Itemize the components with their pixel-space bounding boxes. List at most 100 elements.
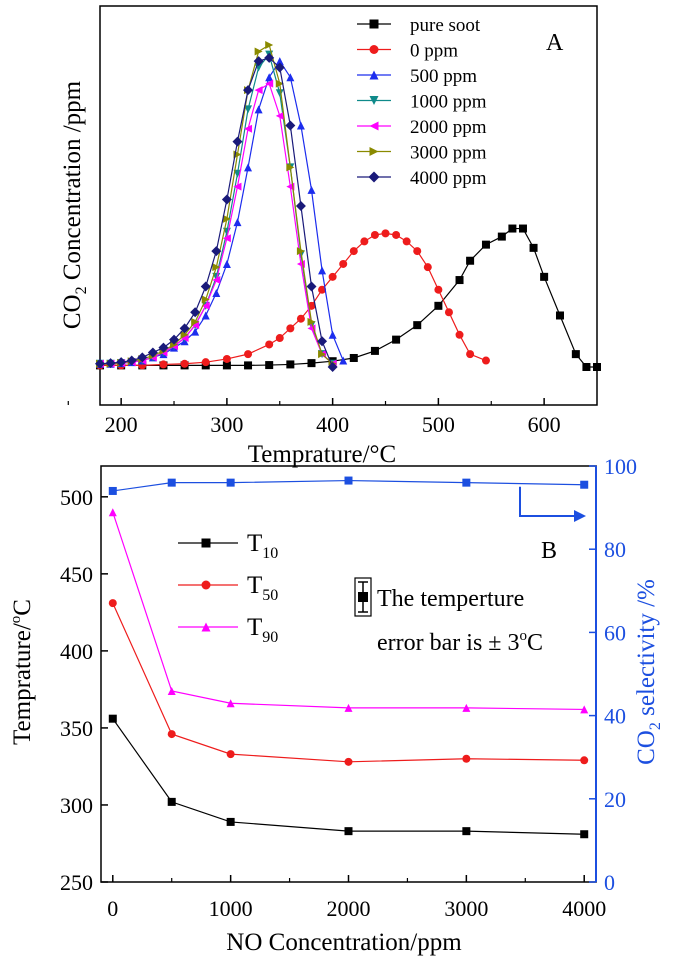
panel-a-data-point xyxy=(265,41,274,49)
panel-a-data-point xyxy=(286,73,295,82)
panel-a-data-point xyxy=(116,357,127,368)
panel-b-data-point xyxy=(167,730,176,739)
panel-b-data-point xyxy=(226,699,235,708)
panel-b-right-y-label-sub: 2 xyxy=(647,722,664,730)
panel-a-legend-marker xyxy=(369,147,379,156)
panel-a-data-point xyxy=(244,163,253,172)
panel-a-data-point xyxy=(137,352,148,363)
panel-a-data-point xyxy=(444,308,453,317)
panel-a-legend-label: 0 ppm xyxy=(410,41,458,62)
panel-a-legend-marker xyxy=(369,96,379,105)
panel-a-data-point xyxy=(254,47,263,56)
panel-a-data-point xyxy=(222,361,231,370)
panel-b-series-line xyxy=(112,718,585,835)
panel-a-data-point xyxy=(582,363,591,371)
panel-a-data-point xyxy=(481,240,490,249)
panel-a-legend-label: 2000 ppm xyxy=(410,117,487,138)
panel-b-right-y-axis-label: CO2 selectivity /% xyxy=(633,579,664,765)
panel-a-data-point xyxy=(222,214,231,223)
panel-a-data-point xyxy=(180,330,189,339)
panel-a-data-point xyxy=(306,281,317,292)
panel-a-data-point xyxy=(169,334,180,345)
panel-a-data-point xyxy=(540,272,549,281)
panel-b-data-point xyxy=(580,830,589,839)
panel-a-legend-marker xyxy=(369,70,379,80)
panel-a-data-point xyxy=(529,243,538,252)
panel-a-data-point xyxy=(275,334,284,343)
panel-b-legend-label: T50 xyxy=(247,572,278,604)
panel-a: 200 300 400 500 600 pure soot 0 ppm 500 ppm 100… xyxy=(59,5,601,468)
panel-a-data-point xyxy=(221,194,232,205)
panel-b-right-y-tick-label: 100 xyxy=(604,454,637,479)
panel-a-data-point xyxy=(201,358,210,367)
panel-a-data-point xyxy=(339,259,348,268)
panel-b-data-point xyxy=(580,705,589,714)
panel-b-legend-label-sub: 50 xyxy=(262,587,278,604)
panel-b-data-point xyxy=(344,703,353,712)
panel-a-data-point xyxy=(360,237,369,246)
panel-b-right-y-tick-label: 80 xyxy=(604,537,626,562)
panel-a-data-point xyxy=(402,237,411,246)
panel-a-data-point xyxy=(508,224,517,233)
panel-b-left-y-tick-label: 400 xyxy=(60,639,93,664)
panel-a-data-point xyxy=(466,256,475,265)
panel-a-data-point xyxy=(179,323,190,334)
panel-a-data-point xyxy=(349,247,358,256)
panel-a-data-point xyxy=(147,347,158,358)
panel-b-data-point xyxy=(108,508,117,517)
panel-a-data-point xyxy=(201,295,210,304)
panel-a-data-point xyxy=(265,73,274,82)
panel-a-data-point xyxy=(191,317,200,326)
panel-b-left-y-label-pre: Temprature/ xyxy=(9,623,36,745)
panel-a-data-point xyxy=(286,360,295,369)
panel-a-data-point xyxy=(434,285,443,294)
panel-a-y-axis-label: CO2 Concentration /ppm xyxy=(59,80,90,329)
error-bar-annotation: The temperture error bar is ± 3oC xyxy=(354,577,543,656)
selectivity-axis-arrow xyxy=(519,486,578,517)
panel-a-data-point xyxy=(233,218,242,227)
panel-a-frame xyxy=(99,5,598,406)
panel-a-data-point xyxy=(518,224,527,233)
panel-a-x-tick-label: 400 xyxy=(316,412,349,437)
panel-b-right-y-tick-label: 40 xyxy=(604,704,626,729)
error-bar-annotation-line2: error bar is ± 3oC xyxy=(377,628,543,656)
panel-a-data-point xyxy=(275,111,284,120)
panel-a-data-point xyxy=(275,79,284,88)
error-bar-text: error bar is ± 3 xyxy=(377,630,519,656)
panel-a-data-point xyxy=(413,247,422,256)
panel-b-data-point xyxy=(462,703,471,712)
panel-a-data-point xyxy=(200,281,211,292)
panel-a-data-point xyxy=(275,57,284,66)
panel-b-x-tick-label: 2000 xyxy=(327,896,371,921)
panel-a-data-point xyxy=(370,230,379,239)
panel-b-data-point xyxy=(226,478,235,487)
panel-a-data-point xyxy=(413,321,422,330)
panel-a-data-point xyxy=(264,52,275,63)
panel-b-series-3 xyxy=(108,476,589,495)
panel-a-data-point xyxy=(296,247,305,256)
panel-a-series-line xyxy=(100,60,344,365)
panel-a-series-6 xyxy=(95,52,338,372)
panel-b-series-2 xyxy=(108,508,589,714)
panel-a-data-point xyxy=(317,336,328,347)
panel-b-series-line xyxy=(112,512,585,711)
panel-a-data-point xyxy=(434,301,443,310)
panel-b-data-point xyxy=(462,827,471,836)
panel-a-data-point xyxy=(328,272,337,281)
panel-a-data-point xyxy=(233,169,242,178)
panel-a-data-point xyxy=(265,79,274,88)
panel-b-legend-label: T90 xyxy=(247,614,278,646)
error-bar-annotation-box xyxy=(354,577,372,617)
panel-a-data-point xyxy=(307,317,316,326)
panel-a-series-1 xyxy=(96,229,490,370)
panel-a-data-point xyxy=(105,358,116,369)
panel-a-data-point xyxy=(95,358,105,369)
panel-a-data-point xyxy=(392,335,401,344)
panel-b-x-tick-label: 4000 xyxy=(562,896,606,921)
panel-a-data-point xyxy=(191,321,200,330)
panel-a-data-point xyxy=(481,356,490,365)
panel-a-data-point xyxy=(497,232,506,241)
panel-a-data-point xyxy=(593,363,601,371)
panel-b-data-point xyxy=(108,486,117,495)
panel-a-data-point xyxy=(286,163,295,172)
